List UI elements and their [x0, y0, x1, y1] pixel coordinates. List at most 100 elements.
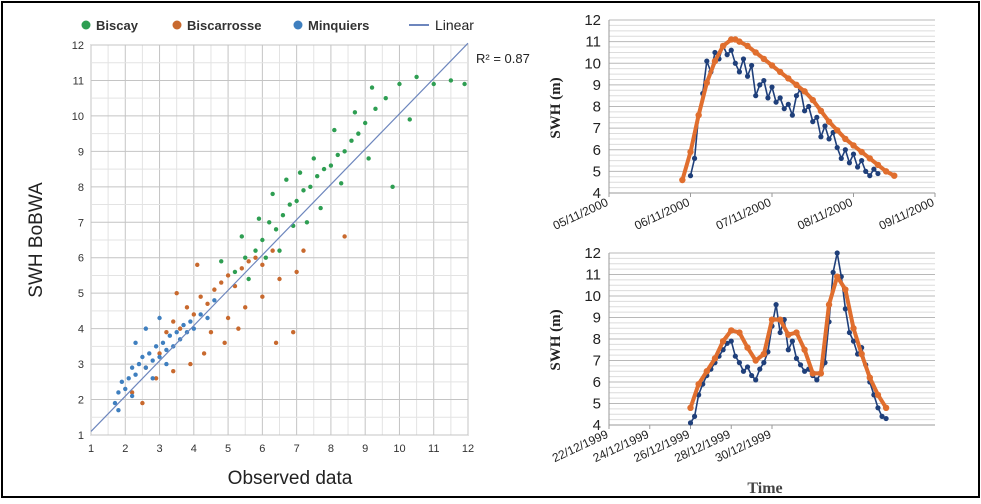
t2-series-point — [797, 362, 804, 368]
scatter-point-biscarrosse — [177, 326, 183, 331]
scatter-point-biscarrosse — [301, 248, 306, 253]
scatter-point-biscarrosse — [184, 305, 190, 310]
scatter-point-minquiers — [164, 347, 169, 353]
t2-series-point — [757, 366, 763, 372]
t2-series-point — [776, 316, 784, 323]
scatter-point-biscay — [315, 173, 320, 179]
t2-series-point — [793, 355, 800, 361]
t2-series-point — [802, 368, 808, 374]
bottom-chart-x-axis-label: Time — [747, 480, 782, 497]
scatter-point-minquiers — [140, 354, 145, 360]
t1-series-point — [875, 170, 881, 177]
t1-series-point — [752, 49, 759, 56]
t1-y-tick-label: 11 — [585, 34, 601, 51]
scatter-point-biscay — [369, 85, 375, 90]
t1-series-point — [761, 77, 767, 84]
scatter-y-axis-label: SWH BoBWA — [26, 182, 47, 298]
t1-series-point — [687, 148, 694, 156]
t1-series-point — [793, 93, 800, 99]
t2-series-point — [728, 327, 735, 334]
scatter-y-tick-label: 8 — [78, 182, 84, 194]
scatter-point-biscay — [270, 191, 275, 197]
t2-series-point — [760, 350, 768, 358]
t1-series-point — [802, 108, 808, 114]
scatter-x-tick-label: 1 — [88, 443, 94, 455]
t1-series-point — [728, 47, 734, 53]
scatter-point-biscarrosse — [188, 361, 193, 367]
scatter-point-biscay — [431, 81, 436, 87]
legend-label: Biscay — [96, 18, 139, 33]
t2-series-point — [879, 413, 885, 419]
scatter-x-tick-label: 4 — [191, 443, 197, 455]
scatter-point-biscay — [321, 166, 327, 172]
legend-dot-marker — [293, 20, 303, 30]
scatter-x-tick-label: 5 — [225, 443, 231, 455]
t2-series-point — [785, 347, 791, 353]
t2-series-point — [817, 370, 825, 377]
scatter-point-minquiers — [164, 361, 169, 367]
scatter-point-minquiers — [147, 351, 152, 356]
t1-series-point — [724, 52, 730, 58]
t2-series-point — [711, 355, 719, 362]
bottom-chart-grid — [609, 252, 935, 426]
scatter-point-biscay — [308, 184, 313, 190]
scatter-point-biscay — [239, 234, 244, 239]
scatter-point-minquiers — [150, 358, 155, 363]
scatter-point-biscay — [335, 152, 340, 158]
scatter-y-tick-label: 5 — [78, 288, 84, 300]
t1-series-point — [773, 99, 779, 105]
t1-series-point — [704, 58, 710, 64]
t1-series-point — [695, 111, 702, 119]
scatter-point-minquiers — [150, 376, 155, 381]
scatter-point-biscay — [311, 156, 316, 161]
t2-series-point — [842, 286, 849, 293]
scatter-trendline — [90, 42, 469, 432]
t2-series-point — [703, 368, 710, 375]
bottom-chart-y-ticks: 4 5 6 7 8 9 10 11 12 — [584, 245, 601, 434]
t1-series-point — [719, 42, 727, 50]
legend-label: Linear — [435, 17, 474, 33]
scatter-point-biscay — [390, 184, 395, 190]
t1-y-tick-label: 4 — [593, 185, 601, 202]
scatter-point-biscarrosse — [208, 329, 214, 335]
t1-series-point — [785, 101, 791, 107]
t2-series-point — [687, 420, 694, 426]
t1-series-point — [846, 160, 853, 166]
top-chart-grid — [609, 19, 935, 194]
scatter-point-minquiers — [136, 361, 142, 367]
t1-series-point — [781, 106, 787, 112]
t2-y-tick-label: 8 — [593, 331, 601, 348]
scatter-point-biscay — [256, 216, 262, 221]
t2-series-point — [809, 370, 816, 377]
t2-series-point — [768, 316, 776, 323]
scatter-x-tick-label: 3 — [156, 443, 162, 455]
t1-y-tick-label: 7 — [593, 120, 601, 137]
scatter-point-biscay — [294, 198, 299, 204]
t1-series-point — [891, 172, 898, 179]
scatter-y-tick-label: 2 — [78, 395, 84, 407]
scatter-point-biscarrosse — [243, 305, 248, 310]
scatter-point-minquiers — [126, 376, 131, 381]
t1-series-point — [732, 60, 738, 66]
scatter-y-tick-label: 9 — [78, 146, 84, 158]
t1-series-point — [769, 84, 775, 90]
scatter-point-biscarrosse — [225, 315, 231, 321]
t1-series-point — [859, 157, 865, 164]
t2-series-point — [736, 329, 743, 336]
scatter-point-biscay — [287, 202, 292, 207]
t1-series-point — [712, 49, 718, 56]
scatter-point-biscarrosse — [219, 280, 224, 285]
scatter-point-minquiers — [167, 333, 173, 338]
scatter-point-biscay — [297, 170, 303, 175]
t1-series-point — [858, 148, 865, 156]
t2-y-tick-label: 7 — [593, 353, 601, 370]
t2-series-point — [777, 329, 783, 336]
scatter-point-biscay — [366, 156, 371, 161]
scatter-y-tick-label: 4 — [78, 324, 84, 336]
scatter-point-biscarrosse — [225, 273, 231, 278]
t1-series-point — [744, 73, 751, 79]
t2-series-point — [736, 360, 743, 366]
t2-series-point — [850, 325, 857, 332]
t2-series-point — [875, 405, 881, 411]
